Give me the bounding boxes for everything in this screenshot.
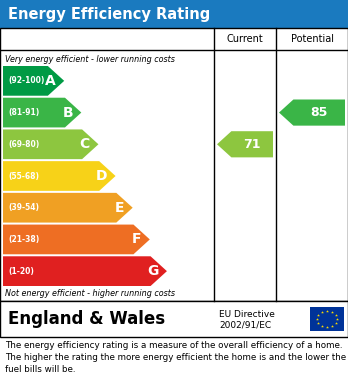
Text: A: A: [45, 74, 56, 88]
Text: (55-68): (55-68): [8, 172, 39, 181]
Polygon shape: [217, 131, 273, 157]
Text: G: G: [148, 264, 159, 278]
Text: EU Directive: EU Directive: [219, 310, 275, 319]
Text: (92-100): (92-100): [8, 76, 45, 85]
Text: F: F: [132, 232, 141, 246]
Text: Current: Current: [227, 34, 263, 44]
Text: D: D: [96, 169, 108, 183]
Text: (21-38): (21-38): [8, 235, 39, 244]
Text: England & Wales: England & Wales: [8, 310, 165, 328]
Polygon shape: [3, 161, 116, 191]
Polygon shape: [3, 66, 64, 96]
Text: C: C: [80, 137, 90, 151]
Polygon shape: [3, 256, 167, 286]
Text: (69-80): (69-80): [8, 140, 39, 149]
Text: 2002/91/EC: 2002/91/EC: [219, 321, 271, 330]
Polygon shape: [3, 193, 133, 222]
Bar: [0, 0, 348, 28]
Text: Energy Efficiency Rating: Energy Efficiency Rating: [8, 7, 210, 23]
Polygon shape: [3, 224, 150, 254]
Polygon shape: [3, 129, 98, 159]
Polygon shape: [3, 98, 81, 127]
Text: (39-54): (39-54): [8, 203, 39, 212]
Bar: [310, 307, 344, 331]
Text: 85: 85: [310, 106, 328, 119]
Bar: [0, 28, 348, 301]
Text: E: E: [114, 201, 124, 215]
Text: Not energy efficient - higher running costs: Not energy efficient - higher running co…: [5, 289, 175, 298]
Text: (1-20): (1-20): [8, 267, 34, 276]
Text: Very energy efficient - lower running costs: Very energy efficient - lower running co…: [5, 56, 175, 65]
Text: The energy efficiency rating is a measure of the overall efficiency of a home. T: The energy efficiency rating is a measur…: [5, 341, 346, 374]
Bar: [0, 301, 348, 337]
Text: B: B: [62, 106, 73, 120]
Text: 71: 71: [244, 138, 261, 151]
Polygon shape: [279, 99, 345, 126]
Text: (81-91): (81-91): [8, 108, 39, 117]
Text: Potential: Potential: [291, 34, 333, 44]
